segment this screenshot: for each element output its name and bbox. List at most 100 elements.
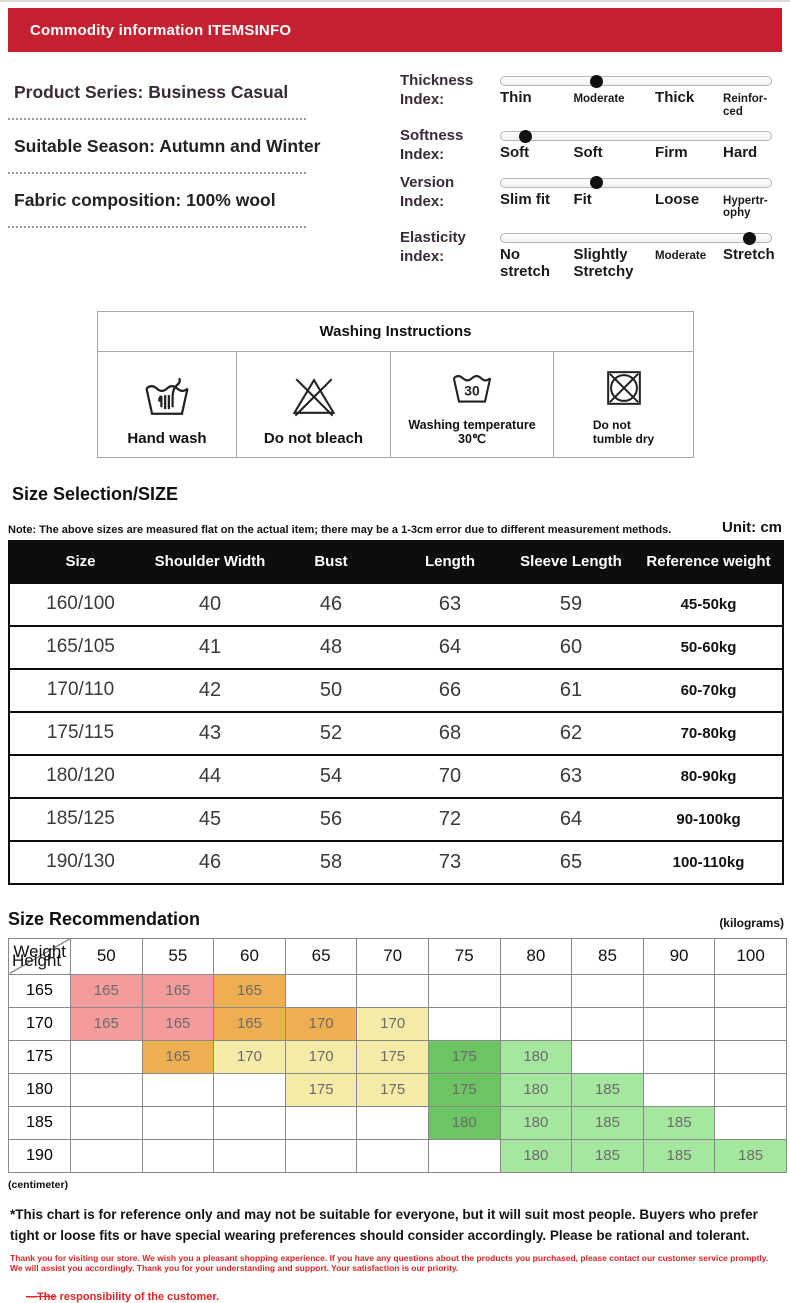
index-name-label: Version Index: (400, 173, 455, 210)
slider-scale-labels: No stretch Slightly Stretchy Moderate Stret… (500, 246, 775, 280)
footer-responsibility-rest-text: responsibility of the customer. (56, 1290, 220, 1303)
size-note-row: Note: The above sizes are measured flat … (0, 519, 790, 536)
grid-cell (70, 1138, 143, 1173)
size-table-cell: 165/105 (9, 624, 151, 669)
size-table-cell: 64 (393, 624, 507, 669)
grid-cell: 170 (356, 1006, 429, 1041)
grid-weight-header: 75 (427, 937, 501, 975)
slider-scale-label: Soft (500, 144, 530, 162)
size-table-cell: 72 (393, 796, 507, 841)
grid-row: 170 165 165 165 170 170 (8, 1006, 787, 1041)
size-recommendation-title: Size Recommendation (8, 908, 201, 929)
size-table-cell: 80-90kg (635, 753, 783, 798)
washing-temperature-icon: 30 (452, 375, 492, 403)
grid-cell (571, 973, 644, 1008)
size-table-cell: 40 (151, 581, 269, 626)
size-table-cell: 185/125 (9, 796, 151, 841)
grid-cell: 170 (213, 1039, 286, 1074)
grid-cell (356, 1105, 429, 1140)
grid-cell (642, 1006, 716, 1041)
grid-cell: 180 (499, 1072, 573, 1107)
grid-cell: 175 (284, 1072, 358, 1107)
grid-cell: 185 (571, 1105, 644, 1140)
footer-thanks-note: Thank you for visiting our store. We wis… (10, 1252, 769, 1273)
grid-weight-header: 85 (571, 937, 644, 975)
washing-temperature-cell: 30 Washing temperature 30℃ (391, 352, 554, 457)
grid-cell: 165 (70, 973, 143, 1008)
index-name-label: Thickness Index: (400, 72, 474, 108)
size-table-cell: 90-100kg (635, 796, 783, 841)
size-table-cell: 170/110 (9, 667, 151, 712)
product-attributes: Product Series: Business Casual Suitable… (8, 62, 400, 287)
grid-cell (284, 1138, 358, 1173)
grid-cell (571, 1039, 644, 1074)
slider-scale-label: Moderate (655, 250, 707, 263)
size-table-cell: 48 (269, 624, 393, 669)
slider-scale-label: Stretch (723, 246, 775, 264)
dotted-divider (8, 172, 306, 174)
grid-cell: 180 (427, 1105, 501, 1140)
index-slider-group: Thickness Index: Thin Moderate Thick Reinfor… (400, 70, 782, 118)
grid-cell (642, 1039, 716, 1074)
size-table-cell: 58 (269, 839, 393, 884)
size-table-column-header: Bust (269, 540, 393, 583)
do-not-tumble-dry-icon (606, 371, 641, 406)
grid-cell: 180 (499, 1138, 573, 1173)
index-slider-group: Elasticity index: No stretch Slightly Stre… (400, 227, 782, 280)
grid-cell (70, 1072, 143, 1107)
size-table-cell: 73 (393, 839, 507, 884)
hand-wash-cell: Hand wash (98, 352, 237, 457)
grid-row: 180 175 175 175 180 185 (8, 1072, 787, 1107)
grid-cell (714, 1039, 787, 1074)
slider-scale-label: Hard (723, 144, 758, 162)
grid-cell: 185 (571, 1138, 644, 1173)
do-not-tumble-dry-cell: Do not tumble dry (554, 352, 693, 457)
index-sliders: Thickness Index: Thin Moderate Thick Reinfor… (400, 62, 782, 287)
slider-scale-labels: Soft Soft Firm Hard (500, 145, 772, 162)
size-table: Size Shoulder Width Bust Length Sleeve Lengt… (8, 539, 784, 885)
grid-cell (714, 973, 787, 1008)
size-table-cell: 62 (507, 710, 635, 755)
slider-track (500, 176, 772, 190)
size-table-cell: 63 (393, 581, 507, 626)
grid-cell (642, 973, 716, 1008)
grid-cell: 165 (213, 1006, 286, 1041)
index-name-label: Elasticity index: (400, 229, 466, 265)
size-table-row: 180/120 44 54 70 63 80-90kg (9, 753, 783, 798)
washing-instructions-title: Washing Instructions (98, 312, 693, 353)
section-header-bar: Commodity information ITEMSINFO (8, 8, 782, 52)
svg-text:30: 30 (464, 383, 480, 399)
product-series-label: Product Series: Business Casual (14, 82, 289, 102)
grid-height-header: 175 (8, 1039, 71, 1074)
size-table-column-header: Shoulder Width (151, 540, 269, 583)
size-table-row: 160/100 40 46 63 59 45-50kg (9, 581, 783, 626)
grid-cell (284, 973, 358, 1008)
grid-corner-cell: Weight Height (8, 937, 71, 975)
size-table-cell: 45-50kg (635, 581, 783, 626)
grid-weight-header: 80 (499, 937, 573, 975)
size-table-cell: 65 (507, 839, 635, 884)
size-table-cell: 100-110kg (635, 839, 783, 884)
grid-cell: 180 (499, 1039, 573, 1074)
size-table-cell: 54 (269, 753, 393, 798)
size-table-cell: 46 (151, 839, 269, 884)
grid-cell (213, 1105, 286, 1140)
grid-cell (213, 1072, 286, 1107)
grid-cell (499, 973, 573, 1008)
grid-row: 175 165 170 170 175 175 180 (8, 1039, 787, 1074)
grid-cell: 185 (571, 1072, 644, 1107)
hand-wash-label: Hand wash (127, 429, 207, 447)
grid-cell (356, 1138, 429, 1173)
size-table-row: 175/115 43 52 68 62 70-80kg (9, 710, 783, 755)
slider-scale-label: Slightly Stretchy (573, 246, 634, 280)
size-table-cell: 43 (151, 710, 269, 755)
grid-cell: 165 (141, 973, 215, 1008)
grid-cell (141, 1072, 215, 1107)
size-table-cell: 68 (393, 710, 507, 755)
grid-weight-header: 70 (356, 937, 429, 975)
slider-dot (519, 129, 533, 143)
grid-weight-header: 100 (714, 937, 787, 975)
size-table-cell: 52 (269, 710, 393, 755)
grid-cell: 165 (213, 973, 286, 1008)
size-table-cell: 70 (393, 753, 507, 798)
